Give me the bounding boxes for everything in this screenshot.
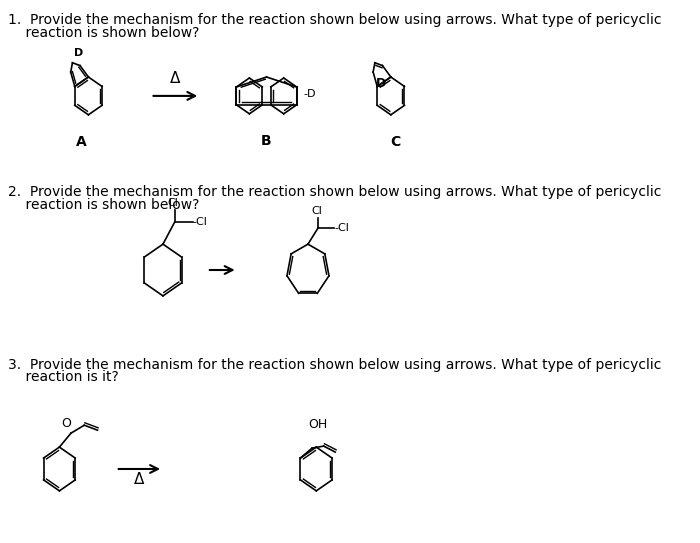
Text: OH: OH: [308, 418, 328, 431]
Text: reaction is it?: reaction is it?: [8, 370, 119, 384]
Text: C: C: [390, 135, 400, 149]
Text: D: D: [74, 48, 83, 58]
Text: O: O: [61, 417, 71, 430]
Text: 2.  Provide the mechanism for the reaction shown below using arrows. What type o: 2. Provide the mechanism for the reactio…: [8, 186, 662, 199]
Text: -D: -D: [303, 89, 316, 99]
Text: Δ: Δ: [134, 472, 144, 487]
Text: 1.  Provide the mechanism for the reaction shown below using arrows. What type o: 1. Provide the mechanism for the reactio…: [8, 14, 662, 27]
Text: Δ: Δ: [170, 71, 181, 86]
Text: -Cl: -Cl: [193, 217, 208, 228]
Text: D: D: [376, 77, 386, 90]
Text: A: A: [76, 135, 87, 149]
Text: 3.  Provide the mechanism for the reaction shown below using arrows. What type o: 3. Provide the mechanism for the reactio…: [8, 357, 662, 371]
Text: reaction is shown below?: reaction is shown below?: [8, 198, 199, 212]
Text: Cl: Cl: [167, 198, 178, 209]
Text: -Cl: -Cl: [335, 223, 349, 233]
Text: B: B: [261, 134, 272, 148]
Text: Cl: Cl: [312, 206, 323, 216]
Text: reaction is shown below?: reaction is shown below?: [8, 26, 199, 40]
